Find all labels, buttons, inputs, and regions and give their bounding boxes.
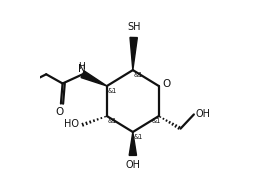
Text: SH: SH [127,22,140,32]
Text: O: O [55,107,63,117]
Text: &1: &1 [134,134,143,140]
Polygon shape [129,132,136,155]
Text: HO: HO [64,119,79,129]
Text: OH: OH [196,109,211,119]
Text: H: H [78,62,85,71]
Text: N: N [78,64,86,74]
Text: &1: &1 [152,118,161,124]
Text: O: O [162,79,171,89]
Text: &1: &1 [108,118,117,124]
Polygon shape [81,71,107,86]
Polygon shape [130,37,137,70]
Text: OH: OH [125,160,140,170]
Text: &1: &1 [108,88,117,94]
Text: &1: &1 [134,72,143,78]
